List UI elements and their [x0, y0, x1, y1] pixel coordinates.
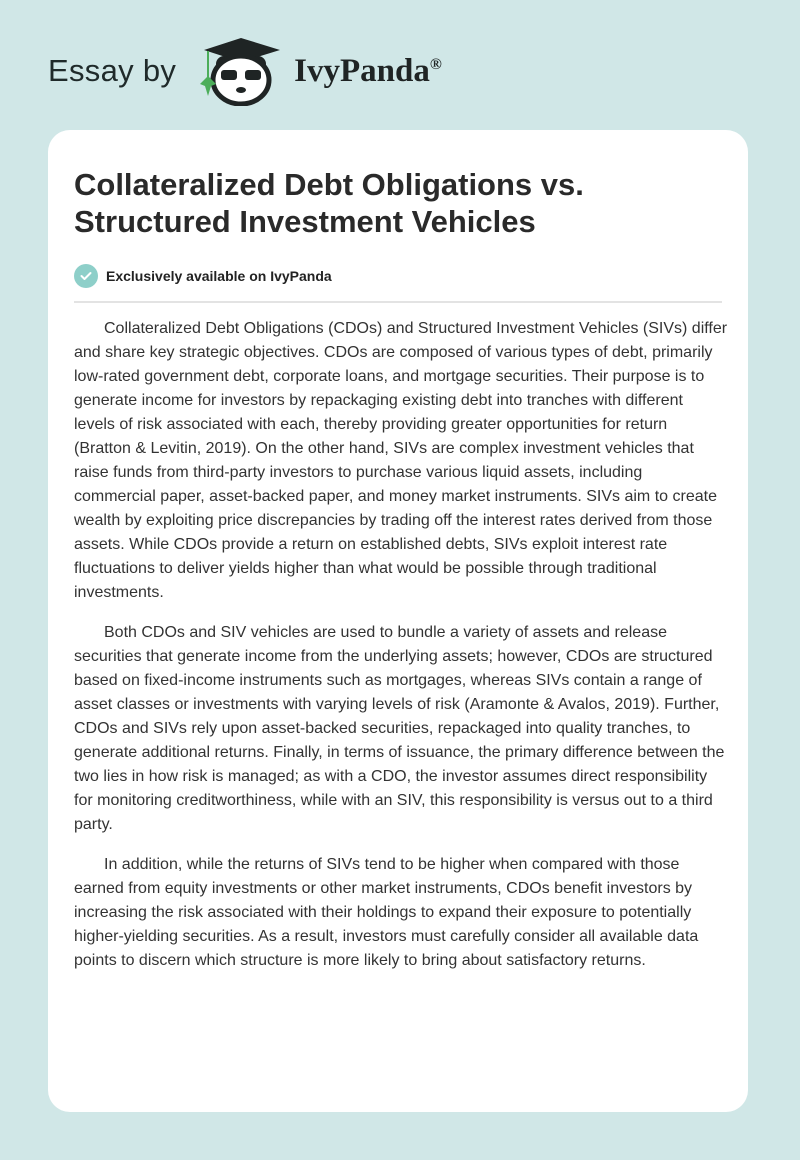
- essay-body: Collateralized Debt Obligations (CDOs) a…: [74, 317, 728, 989]
- panda-logo-icon[interactable]: [196, 36, 286, 106]
- badge-text: Exclusively available on IvyPanda: [106, 268, 332, 284]
- brand-name[interactable]: IvyPanda®: [294, 52, 442, 89]
- exclusive-badge: Exclusively available on IvyPanda: [74, 264, 332, 288]
- page-title: Collateralized Debt Obligations vs. Stru…: [74, 167, 584, 239]
- site-header: Essay by IvyPanda®: [48, 36, 442, 106]
- paragraph: In addition, while the returns of SIVs t…: [74, 856, 699, 969]
- paragraph: Collateralized Debt Obligations (CDOs) a…: [74, 320, 728, 601]
- essay-card: Collateralized Debt Obligations vs. Stru…: [48, 130, 748, 1112]
- essay-by-label: Essay by: [48, 53, 177, 88]
- paragraph: Both CDOs and SIV vehicles are used to b…: [74, 624, 725, 833]
- check-circle-icon: [74, 264, 98, 288]
- divider: [74, 301, 722, 303]
